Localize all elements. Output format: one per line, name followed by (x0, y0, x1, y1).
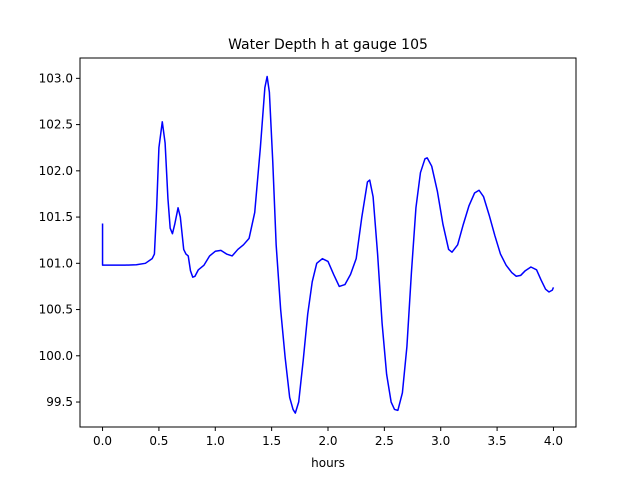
y-tick-label: 103.0 (39, 71, 73, 85)
y-axis: 99.5 100.0 100.5 101.0 101.5 102.0 102.5 103.0 (39, 71, 80, 409)
chart-title: Water Depth h at gauge 105 (228, 37, 428, 53)
x-tick-label: 3.0 (431, 434, 450, 448)
x-tick-label: 1.0 (206, 434, 225, 448)
x-tick-label: 2.5 (375, 434, 394, 448)
y-tick-label: 101.0 (39, 256, 73, 270)
y-tick-label: 100.0 (39, 349, 73, 363)
y-tick-label: 102.5 (39, 118, 73, 132)
x-axis: 0.0 0.5 1.0 1.5 2.0 2.5 3.0 3.5 4.0 (93, 427, 563, 448)
x-axis-label: hours (311, 456, 345, 470)
x-tick-label: 2.0 (318, 434, 337, 448)
series-line (101, 75, 555, 414)
y-tick-label: 101.5 (39, 210, 73, 224)
y-tick-label: 99.5 (46, 395, 73, 409)
x-tick-label: 1.5 (262, 434, 281, 448)
x-tick-label: 0.0 (93, 434, 112, 448)
y-tick-label: 100.5 (39, 303, 73, 317)
x-tick-label: 3.5 (488, 434, 507, 448)
y-tick-label: 102.0 (39, 164, 73, 178)
plot-line-layer (101, 75, 555, 414)
x-tick-label: 0.5 (149, 434, 168, 448)
x-tick-label: 4.0 (544, 434, 563, 448)
